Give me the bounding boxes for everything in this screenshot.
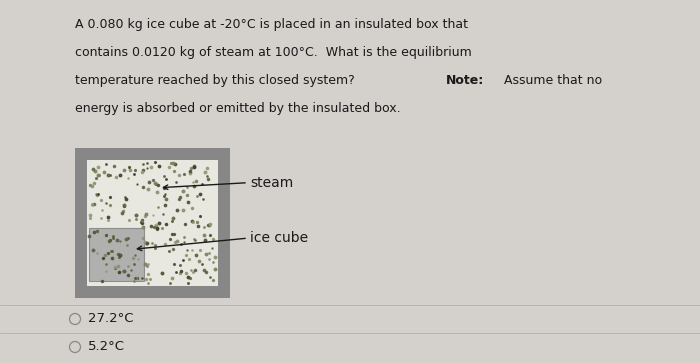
Text: Assume that no: Assume that no — [496, 74, 602, 87]
Text: temperature reached by this closed system?: temperature reached by this closed syste… — [75, 74, 363, 87]
Text: energy is absorbed or emitted by the insulated box.: energy is absorbed or emitted by the ins… — [75, 102, 400, 115]
Text: 27.2°C: 27.2°C — [88, 313, 134, 326]
Bar — [75, 148, 230, 298]
Text: 5.2°C: 5.2°C — [88, 340, 125, 354]
Bar — [87, 160, 218, 286]
Text: Note:: Note: — [447, 74, 484, 87]
Text: ice cube: ice cube — [250, 231, 308, 245]
Text: A 0.080 kg ice cube at -20°C is placed in an insulated box that: A 0.080 kg ice cube at -20°C is placed i… — [75, 18, 468, 31]
Text: steam: steam — [250, 176, 293, 190]
Bar — [89, 228, 144, 281]
Text: contains 0.0120 kg of steam at 100°C.  What is the equilibrium: contains 0.0120 kg of steam at 100°C. Wh… — [75, 46, 472, 59]
